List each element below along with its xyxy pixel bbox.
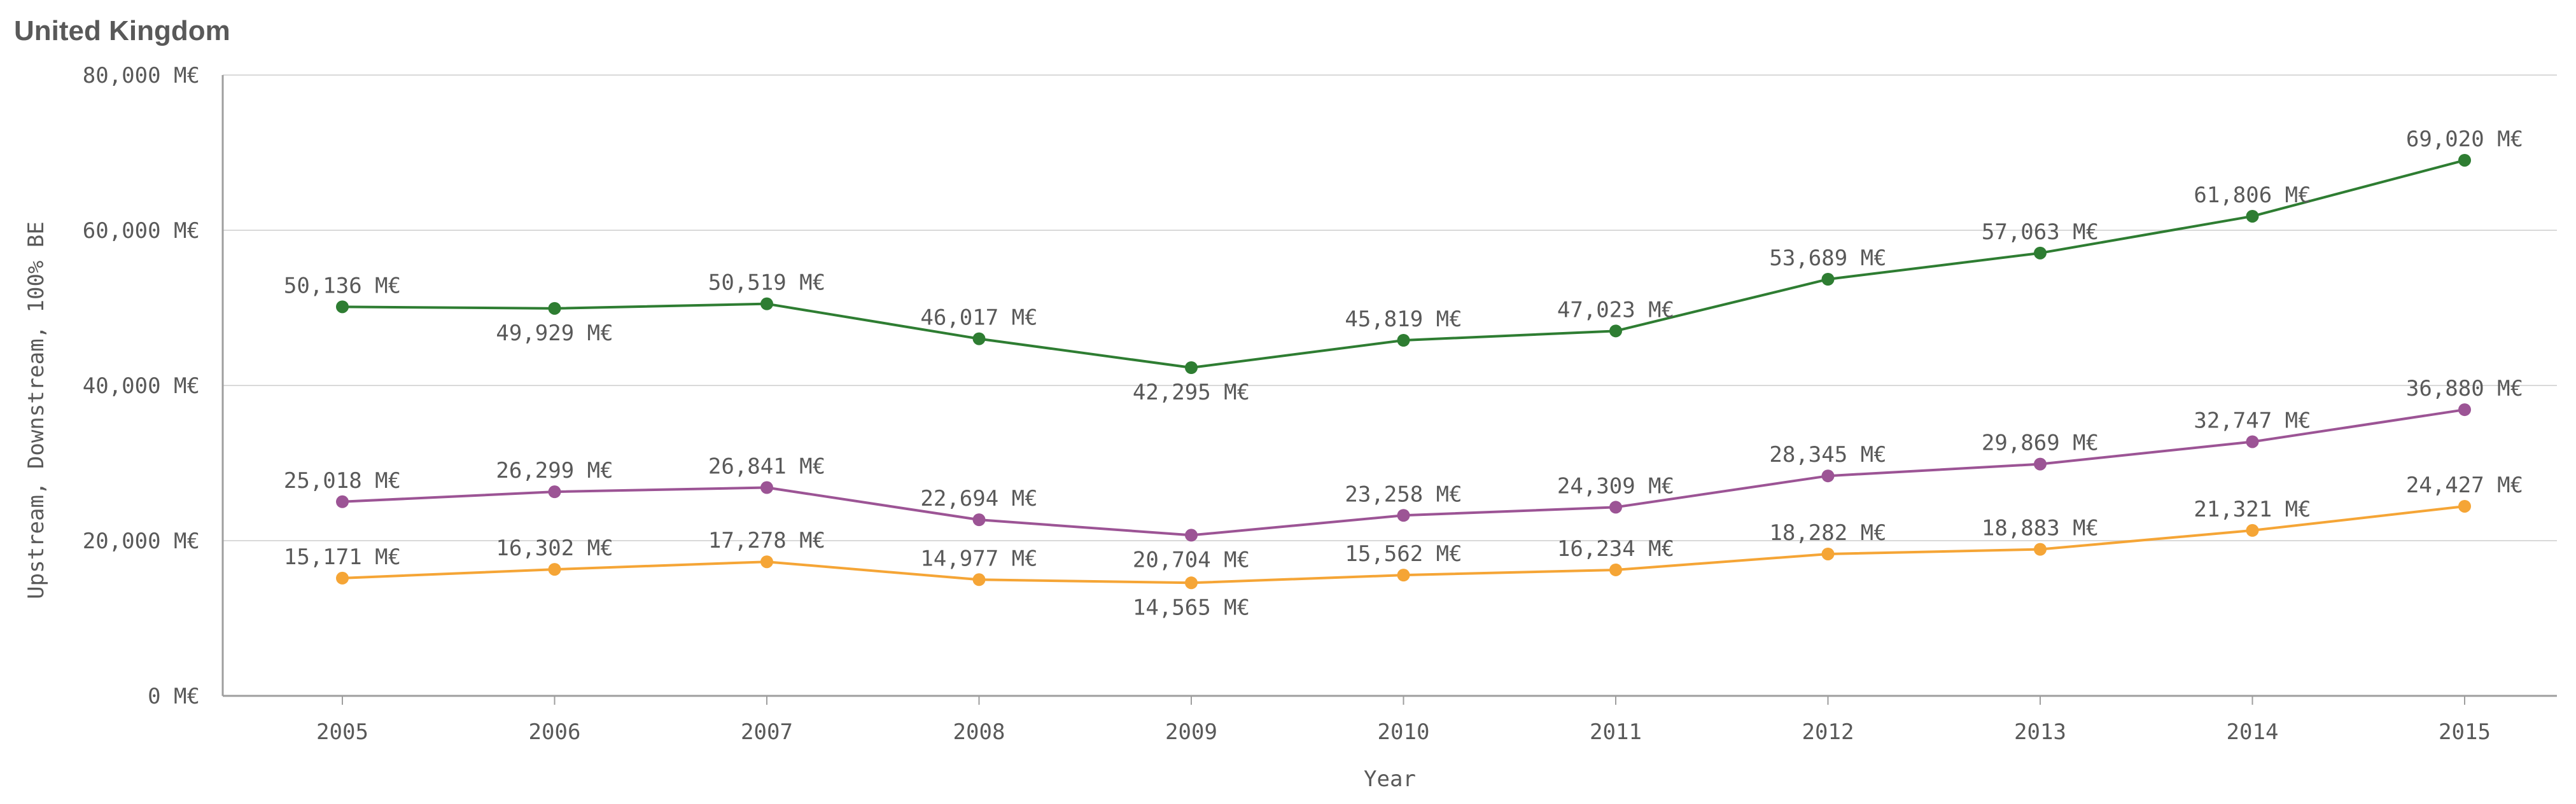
data-point[interactable] [1397, 334, 1410, 347]
data-label: 69,020 M€ [2406, 127, 2523, 152]
x-tick-label: 2011 [1590, 719, 1642, 745]
data-label: 17,278 M€ [708, 528, 825, 553]
data-labels: 50,136 M€ 49,929 M€ 50,519 M€ 46,017 M€ 42,2… [284, 127, 2523, 620]
data-point[interactable] [1185, 361, 1198, 375]
data-label: 29,869 M€ [1982, 431, 2099, 456]
data-point[interactable] [972, 513, 986, 527]
data-point[interactable] [2246, 435, 2259, 448]
data-point[interactable] [760, 481, 773, 494]
chart-title: United Kingdom [14, 15, 230, 46]
data-point[interactable] [1821, 469, 1835, 483]
x-tick-label: 2008 [953, 719, 1005, 745]
data-label: 18,282 M€ [1769, 520, 1886, 546]
data-point[interactable] [548, 563, 561, 576]
data-point[interactable] [1609, 563, 1622, 576]
y-tick-label: 60,000 M€ [83, 218, 200, 244]
data-label: 57,063 M€ [1982, 219, 2099, 245]
data-point[interactable] [760, 555, 773, 569]
data-point[interactable] [972, 573, 986, 586]
data-point[interactable] [2034, 543, 2047, 556]
data-label: 46,017 M€ [920, 305, 1037, 331]
x-tick-label: 2006 [529, 719, 581, 745]
y-axis-title: Upstream, Downstream, 100% BE [24, 221, 49, 599]
data-point[interactable] [336, 571, 349, 585]
data-label: 14,565 M€ [1133, 595, 1250, 620]
data-label: 18,883 M€ [1982, 516, 2099, 541]
data-label: 16,234 M€ [1557, 536, 1674, 562]
data-point[interactable] [1609, 501, 1622, 514]
data-label: 23,258 M€ [1345, 482, 1462, 507]
data-point[interactable] [2246, 523, 2259, 537]
data-point[interactable] [548, 302, 561, 315]
data-point[interactable] [2458, 403, 2471, 417]
x-tick-label: 2005 [316, 719, 368, 745]
data-point[interactable] [548, 485, 561, 499]
data-point[interactable] [2458, 499, 2471, 513]
data-label: 28,345 M€ [1769, 442, 1886, 468]
data-point[interactable] [1185, 529, 1198, 542]
y-tick-label: 40,000 M€ [83, 373, 200, 399]
data-label: 26,841 M€ [708, 454, 825, 480]
data-label: 50,519 M€ [708, 270, 825, 296]
data-point[interactable] [2034, 246, 2047, 260]
data-label: 26,299 M€ [496, 458, 613, 483]
y-tick-label: 80,000 M€ [83, 63, 200, 88]
x-tick-label: 2015 [2439, 719, 2491, 745]
x-tick-label: 2007 [741, 719, 793, 745]
data-label: 36,880 M€ [2406, 376, 2523, 401]
data-label: 16,302 M€ [496, 536, 613, 561]
data-label: 61,806 M€ [2194, 183, 2311, 208]
data-point[interactable] [336, 300, 349, 314]
data-point[interactable] [760, 297, 773, 310]
data-label: 15,171 M€ [284, 544, 401, 570]
data-point[interactable] [1821, 272, 1835, 286]
data-label: 24,309 M€ [1557, 473, 1674, 499]
data-label: 21,321 M€ [2194, 497, 2311, 522]
data-point[interactable] [1185, 576, 1198, 590]
x-tick-label: 2009 [1165, 719, 1217, 745]
data-label: 25,018 M€ [284, 468, 401, 494]
data-label: 53,689 M€ [1769, 246, 1886, 271]
data-point[interactable] [336, 495, 349, 508]
data-point[interactable] [1397, 509, 1410, 522]
gridlines [223, 74, 2557, 697]
data-point[interactable] [2246, 209, 2259, 223]
data-point[interactable] [972, 332, 986, 345]
data-point[interactable] [2034, 457, 2047, 471]
y-tick-label: 20,000 M€ [83, 529, 200, 554]
data-label: 50,136 M€ [284, 273, 401, 298]
data-point[interactable] [2458, 153, 2471, 167]
data-label: 45,819 M€ [1345, 307, 1462, 332]
data-label: 14,977 M€ [920, 546, 1037, 571]
x-axis-title: Year [1364, 766, 1416, 792]
data-point[interactable] [1609, 324, 1622, 338]
data-label: 49,929 M€ [496, 321, 613, 346]
series-points [336, 153, 2471, 590]
x-tick-label: 2010 [1378, 719, 1430, 745]
data-label: 15,562 M€ [1345, 541, 1462, 567]
data-label: 24,427 M€ [2406, 473, 2523, 498]
data-label: 20,704 M€ [1133, 547, 1250, 572]
data-point[interactable] [1821, 547, 1835, 560]
y-tick-label: 0 M€ [148, 684, 200, 709]
x-tick-label: 2014 [2227, 719, 2279, 745]
data-label: 47,023 M€ [1557, 297, 1674, 322]
data-label: 22,694 M€ [920, 486, 1037, 511]
data-label: 32,747 M€ [2194, 408, 2311, 433]
data-point[interactable] [1397, 569, 1410, 582]
x-tick-label: 2012 [1802, 719, 1854, 745]
axes: 0 M€ 20,000 M€ 40,000 M€ 60,000 M€ 80,000 M€… [83, 63, 2491, 745]
data-label: 42,295 M€ [1133, 380, 1250, 405]
x-tick-label: 2013 [2014, 719, 2066, 745]
